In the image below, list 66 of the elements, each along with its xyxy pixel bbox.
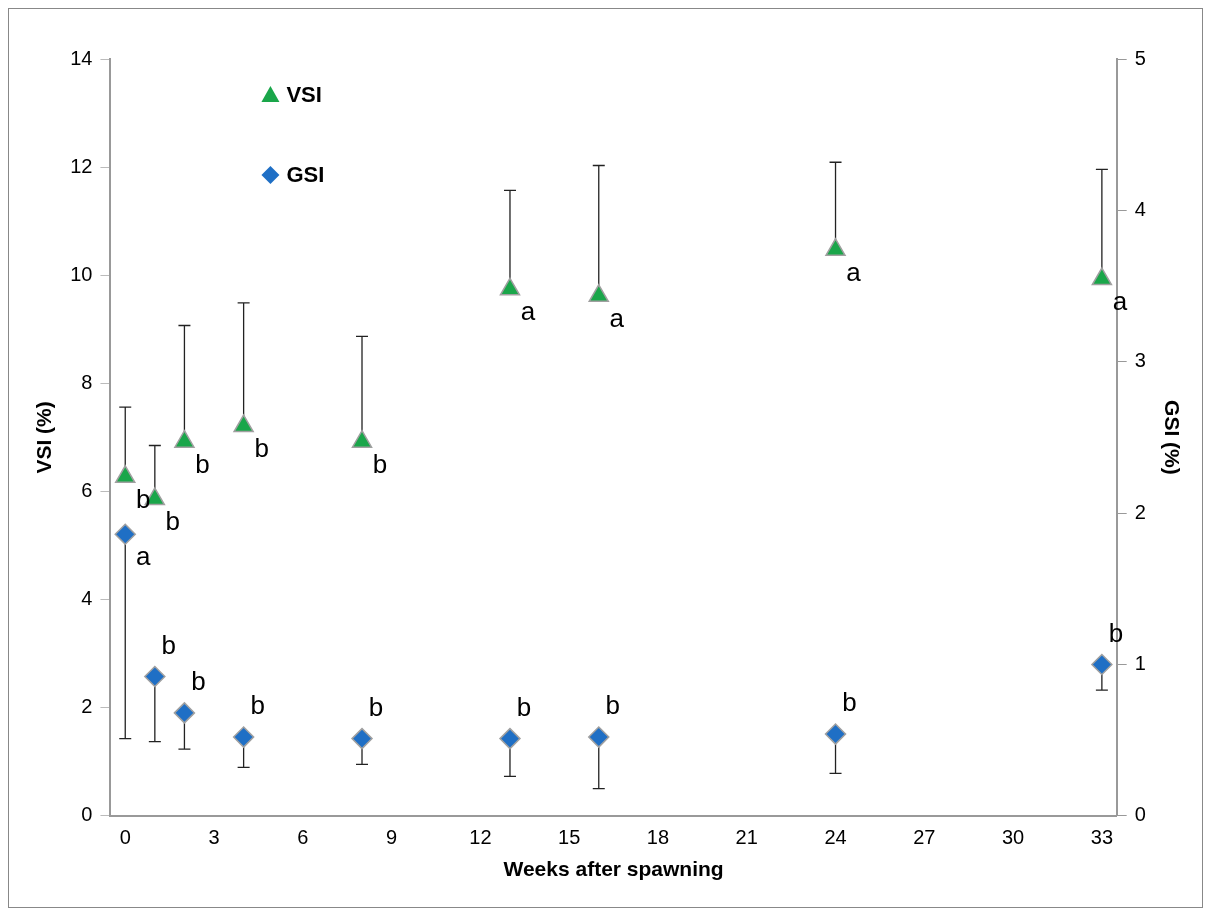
x-tick-label: 9 [386,826,398,849]
y-tick-label: 4 [81,587,93,610]
y-axis-title: VSI (%) [32,401,56,474]
x-tick-label: 30 [1001,826,1025,849]
annotation: a [609,302,625,333]
y2-tick-label: 0 [1134,803,1146,826]
annotation: a [846,256,862,287]
y2-tick-label: 4 [1134,197,1146,220]
annotation: a [136,541,152,572]
x-tick-label: 27 [913,826,936,849]
point [825,238,846,257]
legend-label: VSI [286,82,322,108]
annotation: b [372,448,388,479]
y2-tick-label: 1 [1134,651,1146,674]
y2-tick-label: 3 [1134,349,1146,372]
annotation: b [842,687,857,718]
legend-label: GSI [286,162,325,188]
point [351,727,373,750]
annotation: b [368,691,384,722]
y2-tick-label: 5 [1134,46,1146,69]
y-tick-label: 6 [81,478,93,501]
y-tick-label: 10 [70,262,93,285]
x-axis-title: Weeks after spawning [503,857,724,881]
point [499,727,521,750]
point [174,429,195,448]
y-tick-label: 8 [81,370,93,393]
point [1091,267,1113,286]
point [588,726,610,748]
point [824,723,847,745]
annotation: b [250,690,265,721]
x-tick-label: 24 [824,826,847,849]
x-tick-label: 0 [119,826,131,849]
annotation: b [195,448,210,479]
y-tick-label: 14 [70,46,93,69]
annotation: b [161,629,177,660]
point [232,726,255,748]
point [173,702,196,724]
point [588,284,610,303]
point [114,523,136,546]
x-tick-label: 12 [469,826,492,849]
annotation: a [1112,286,1128,317]
point [233,414,254,433]
annotation: b [1108,617,1124,648]
x-tick-label: 3 [208,826,220,849]
x-tick-label: 33 [1090,826,1113,849]
y2-axis-title: GSI (%) [1160,400,1184,475]
x-tick-label: 21 [735,826,758,849]
x-tick-label: 6 [297,826,309,849]
x-tick-label: 15 [558,826,581,849]
y-tick-label: 2 [81,695,93,718]
point [351,429,373,448]
y2-tick-label: 2 [1134,500,1146,523]
annotation: b [191,666,206,697]
annotation: b [254,433,269,464]
x-tick-label: 18 [646,826,670,849]
annotation: b [605,690,620,721]
annotation: b [136,484,151,515]
point [499,277,521,296]
point [114,465,136,484]
point [1091,653,1113,676]
annotation: b [165,506,181,537]
y-tick-label: 12 [70,154,93,177]
annotation: b [516,691,532,722]
point [144,665,166,688]
annotation: a [520,296,536,327]
y-tick-label: 0 [81,803,93,826]
